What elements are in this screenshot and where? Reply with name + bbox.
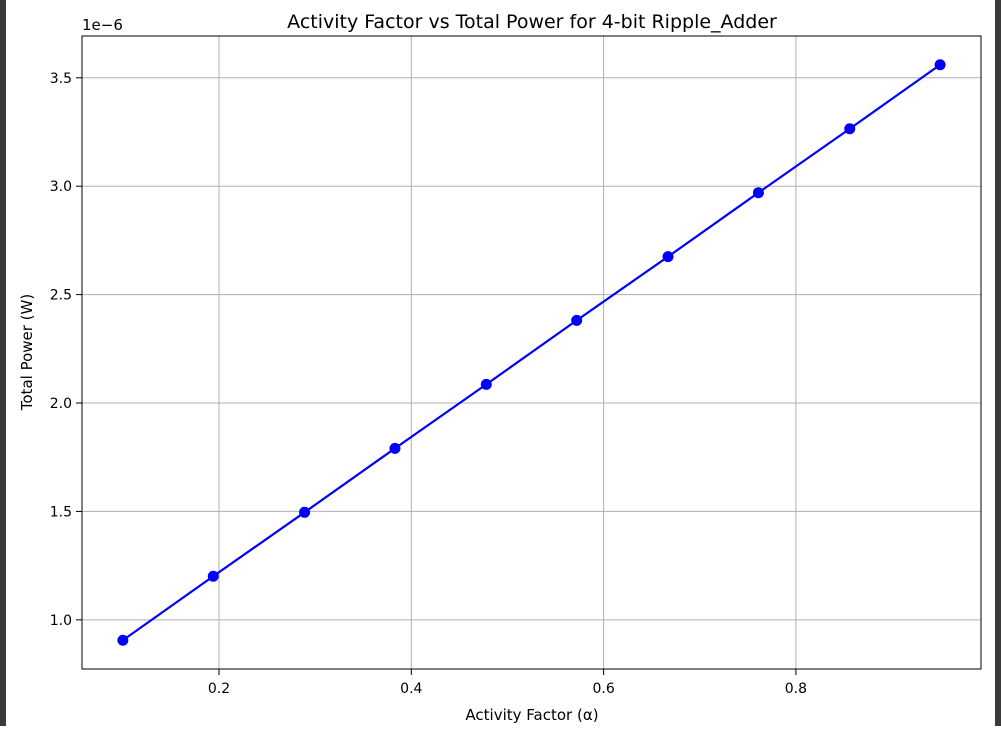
data-point: [934, 59, 946, 71]
y-tick-label: 1.5: [50, 504, 72, 520]
plot-area-frame: [81, 35, 982, 670]
data-point: [117, 634, 129, 646]
y-tick-label: 2.0: [50, 396, 72, 412]
left-border: [0, 0, 6, 726]
x-tick-label: 0.6: [592, 681, 614, 697]
x-tick-label: 0.8: [785, 681, 807, 697]
right-border: [995, 0, 1001, 726]
data-point: [299, 506, 311, 518]
x-tick-label: 0.2: [208, 681, 230, 697]
y-tick-label: 1.0: [50, 613, 72, 629]
chart-title: Activity Factor vs Total Power for 4-bit…: [287, 11, 777, 33]
x-tick-label: 0.4: [400, 681, 422, 697]
data-point: [207, 570, 219, 582]
ticks: 0.2 0.4 0.6 0.8 1.0 1.5 2.0 2.5 3.0 3.5: [50, 71, 807, 697]
series-line: [122, 63, 941, 642]
series-layer: [117, 59, 946, 646]
y-tick-label: 3.0: [50, 179, 72, 195]
data-point: [844, 123, 856, 135]
x-axis-label: Activity Factor (α): [465, 706, 598, 724]
data-point: [389, 442, 401, 454]
y-tick-label: 3.5: [50, 71, 72, 87]
data-point: [480, 378, 492, 390]
y-tick-label: 2.5: [50, 288, 72, 304]
y-offset-label: 1e−6: [82, 16, 123, 34]
data-point: [571, 314, 583, 326]
grid: [82, 36, 981, 669]
y-axis-label: Total Power (W): [18, 294, 36, 411]
data-point: [752, 187, 764, 199]
data-point: [662, 251, 674, 263]
